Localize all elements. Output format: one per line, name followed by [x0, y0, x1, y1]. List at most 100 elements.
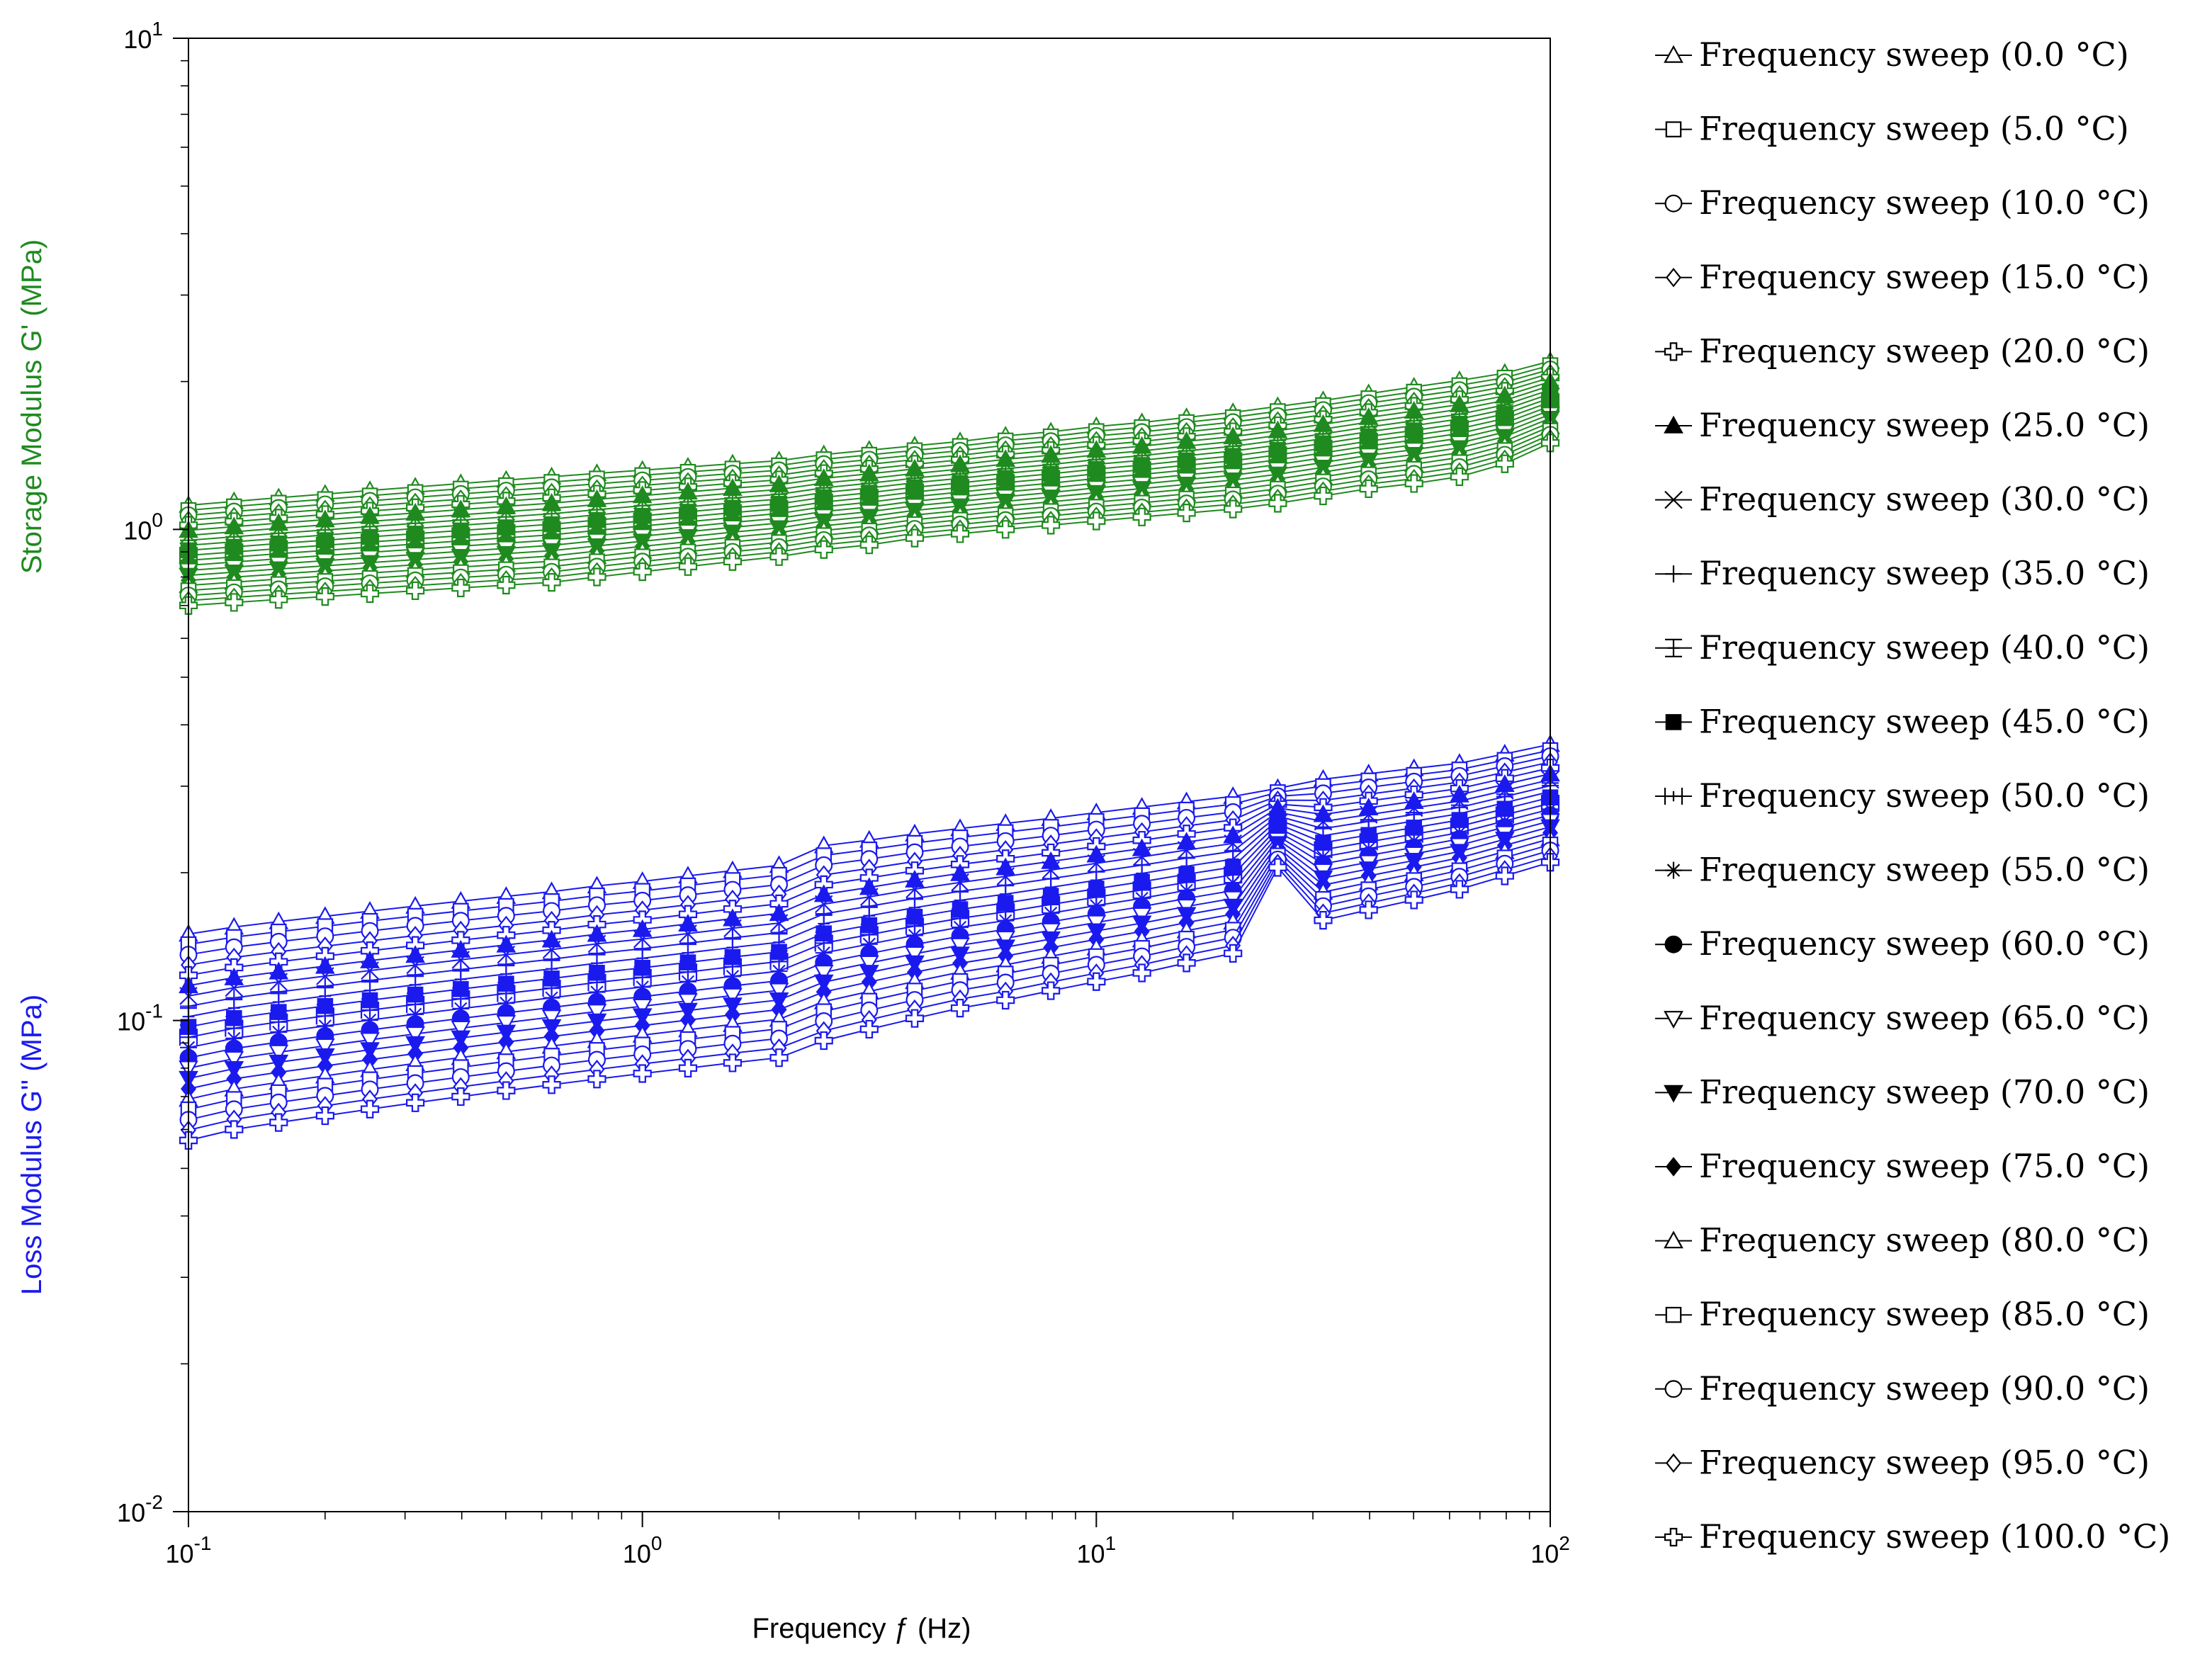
- loss-point-10-9: [587, 973, 606, 991]
- loss-point-5-9: [587, 924, 607, 942]
- legend-label: Frequency sweep (30.0 °C): [1699, 480, 2150, 519]
- legend-label: Frequency sweep (15.0 °C): [1699, 258, 2150, 296]
- loss-point-20-7: [497, 1081, 516, 1100]
- loss-point-10-18: [996, 903, 1015, 921]
- loss-point-6-3: [316, 967, 334, 985]
- legend-item: Frequency sweep (40.0 °C): [1655, 628, 2150, 667]
- legend-item: Frequency sweep (25.0 °C): [1655, 406, 2150, 444]
- loss-point-6-6: [451, 951, 470, 969]
- loss-point-10-4: [360, 1002, 380, 1019]
- loss-point-13-18: [995, 930, 1016, 949]
- legend-item: Frequency sweep (5.0 °C): [1655, 110, 2129, 148]
- legend-label: Frequency sweep (70.0 °C): [1699, 1072, 2150, 1111]
- storage-point-20-27: [1404, 474, 1423, 493]
- loss-point-20-14: [814, 1031, 833, 1051]
- legend-marker-icon: [1664, 490, 1683, 509]
- legend-label: Frequency sweep (75.0 °C): [1699, 1147, 2150, 1185]
- loss-point-20-10: [633, 1064, 652, 1083]
- loss-point-13-1: [224, 1051, 244, 1069]
- plot-area-frame: [188, 38, 1551, 1512]
- loss-point-13-10: [632, 998, 653, 1017]
- loss-point-13-2: [269, 1044, 289, 1063]
- loss-point-6-5: [406, 956, 424, 975]
- loss-point-5-6: [451, 939, 471, 958]
- loss-point-20-28: [1450, 880, 1469, 899]
- loss-point-20-17: [950, 999, 970, 1018]
- loss-point-6-18: [996, 867, 1015, 886]
- loss-point-13-15: [859, 955, 879, 973]
- legend-marker-icon: [1665, 1157, 1682, 1177]
- y-axis-label-loss: Loss Modulus G'' (MPa): [16, 995, 47, 1295]
- loss-point-5-12: [723, 908, 743, 927]
- loss-point-20-16: [905, 1009, 925, 1028]
- storage-point-20-8: [542, 573, 561, 592]
- legend-label: Frequency sweep (25.0 °C): [1699, 406, 2150, 444]
- legend-item: Frequency sweep (75.0 °C): [1655, 1147, 2150, 1185]
- legend-label: Frequency sweep (50.0 °C): [1699, 776, 2150, 815]
- storage-point-20-24: [1268, 494, 1287, 513]
- loss-point-5-11: [678, 914, 698, 932]
- legend-label: Frequency sweep (45.0 °C): [1699, 702, 2150, 740]
- legend-item: Frequency sweep (35.0 °C): [1655, 554, 2150, 592]
- loss-point-10-7: [497, 985, 516, 1002]
- legend-item: Frequency sweep (55.0 °C): [1655, 851, 2150, 889]
- storage-point-20-18: [996, 520, 1015, 539]
- loss-point-20-20: [1087, 972, 1106, 991]
- loss-point-6-7: [497, 945, 516, 964]
- loss-point-5-4: [360, 950, 380, 968]
- loss-point-20-8: [542, 1075, 561, 1094]
- storage-point-20-20: [1087, 511, 1106, 531]
- storage-point-20-7: [497, 575, 516, 595]
- loss-point-6-15: [860, 888, 879, 906]
- loss-point-5-3: [315, 956, 335, 974]
- loss-point-5-7: [496, 934, 517, 953]
- loss-point-20-29: [1495, 866, 1514, 885]
- loss-point-10-14: [814, 934, 833, 952]
- storage-point-20-10: [633, 562, 652, 582]
- loss-point-10-3: [315, 1007, 334, 1025]
- legend-label: Frequency sweep (20.0 °C): [1699, 332, 2150, 370]
- legend-label: Frequency sweep (85.0 °C): [1699, 1295, 2150, 1333]
- storage-point-20-6: [451, 578, 470, 598]
- loss-point-20-12: [723, 1053, 743, 1072]
- legend-item: Frequency sweep (50.0 °C): [1655, 776, 2150, 815]
- loss-point-6-16: [905, 880, 924, 899]
- storage-point-20-16: [905, 528, 925, 548]
- loss-point-5-17: [950, 863, 970, 881]
- loss-point-5-20: [1086, 844, 1107, 863]
- loss-point-10-11: [678, 963, 698, 981]
- legend-marker-icon: [1664, 342, 1683, 361]
- loss-point-5-10: [632, 919, 653, 937]
- y-axis: 10-2 10-1 100 101: [117, 18, 188, 1527]
- legend-marker-icon: [1665, 268, 1682, 288]
- loss-point-13-6: [451, 1020, 471, 1038]
- legend-marker-icon: [1665, 121, 1682, 137]
- legend-label: Frequency sweep (35.0 °C): [1699, 554, 2150, 592]
- loss-point-20-19: [1042, 981, 1061, 1000]
- loss-point-6-14: [814, 895, 833, 914]
- loss-point-10-1: [225, 1019, 244, 1037]
- loss-point-6-9: [587, 934, 606, 953]
- storage-point-20-25: [1314, 486, 1333, 506]
- loss-point-20-4: [360, 1099, 380, 1119]
- loss-point-10-8: [542, 980, 561, 997]
- x-tick-label: 101: [1077, 1532, 1117, 1568]
- x-tick-label: 10-1: [166, 1532, 212, 1568]
- loss-point-5-1: [224, 967, 244, 985]
- storage-point-20-11: [678, 557, 698, 576]
- legend-marker-icon: [1664, 788, 1683, 805]
- loss-point-13-17: [950, 937, 970, 956]
- storage-point-20-13: [769, 547, 789, 566]
- loss-point-20-5: [406, 1093, 425, 1112]
- storage-point-20-17: [950, 524, 970, 543]
- legend-marker-icon: [1664, 1230, 1683, 1249]
- legend-marker-icon: [1665, 565, 1682, 583]
- loss-point-13-13: [769, 983, 789, 1001]
- legend-item: Frequency sweep (10.0 °C): [1655, 183, 2150, 222]
- y-tick-label: 100: [123, 509, 163, 545]
- loss-point-20-11: [678, 1058, 698, 1077]
- loss-point-5-2: [269, 961, 289, 980]
- loss-point-10-16: [905, 917, 925, 935]
- x-axis-label: Frequency ƒ (Hz): [752, 1613, 971, 1644]
